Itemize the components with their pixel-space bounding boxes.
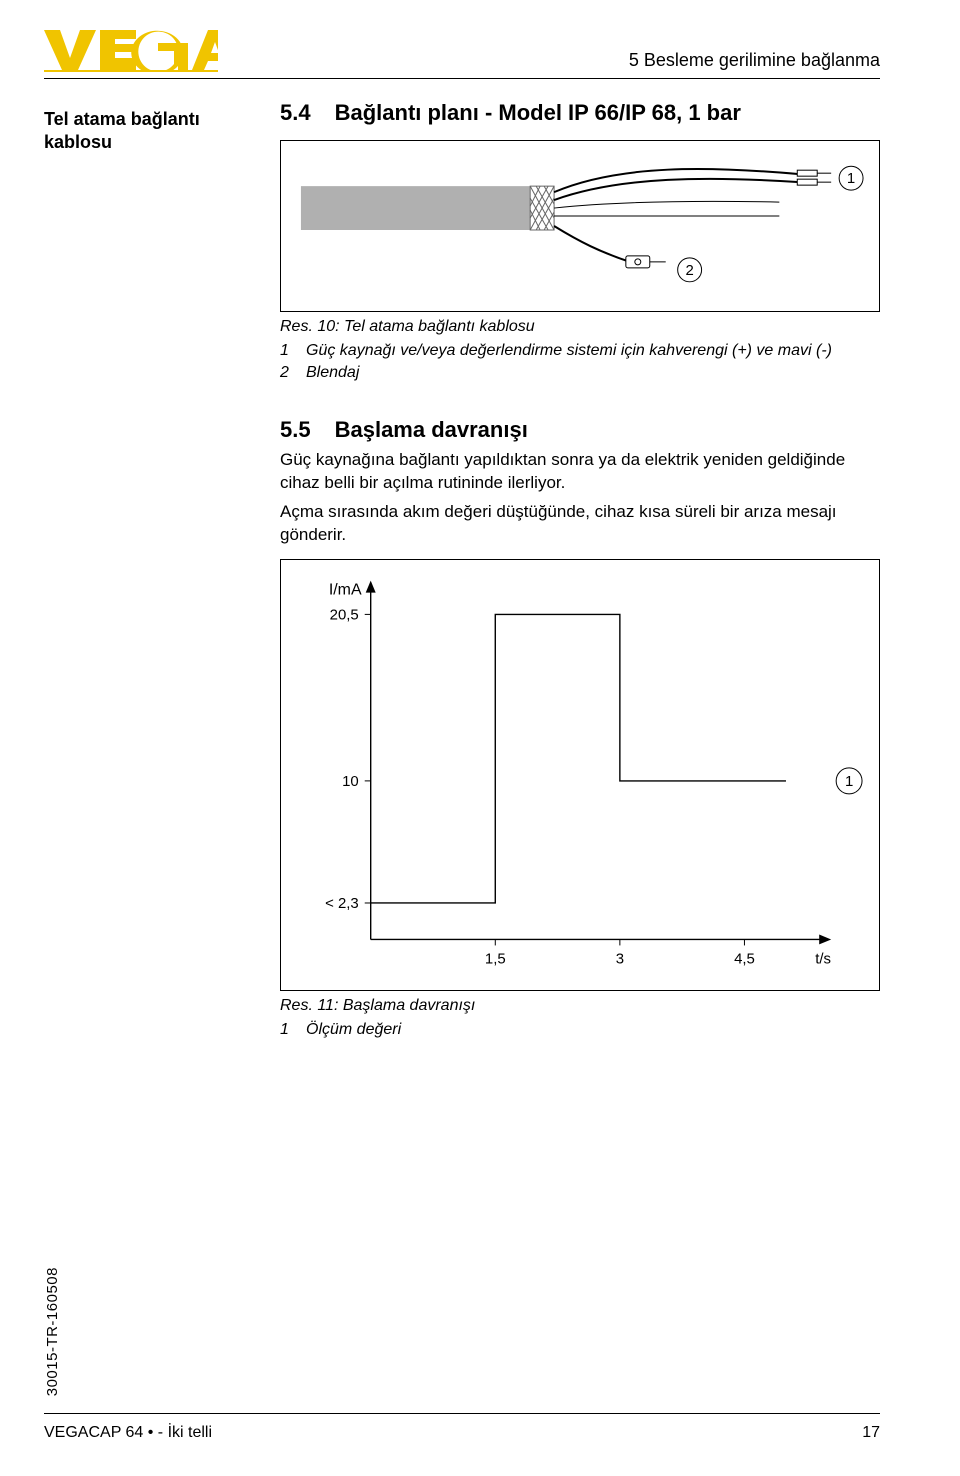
- section-5-5-para2: Açma sırasında akım değeri düştüğünde, c…: [280, 501, 880, 547]
- section-5-5-title: 5.5 Başlama davranışı: [280, 417, 880, 443]
- svg-text:I/mA: I/mA: [329, 582, 362, 599]
- svg-text:1,5: 1,5: [485, 950, 506, 967]
- svg-text:< 2,3: < 2,3: [325, 895, 359, 912]
- svg-text:3: 3: [616, 950, 624, 967]
- section-5-4-title: 5.4 Bağlantı planı - Model IP 66/IP 68, 1…: [280, 100, 880, 126]
- section-5-5-num: 5.5: [280, 417, 311, 443]
- document-code: 30015-TR-160508: [44, 1267, 61, 1396]
- figure-11-legend: 1Ölçüm değeri: [280, 1019, 880, 1041]
- section-5-5-para1: Güç kaynağına bağlantı yapıldıktan sonra…: [280, 449, 880, 495]
- callout-2: 2: [685, 262, 693, 279]
- margin-label: Tel atama bağlantı kablosu: [44, 108, 264, 155]
- svg-text:10: 10: [342, 773, 359, 790]
- svg-text:1: 1: [845, 773, 853, 790]
- figure-10-caption: Res. 10: Tel atama bağlantı kablosu: [280, 318, 880, 336]
- callout-1: 1: [847, 170, 855, 187]
- footer-rule: [44, 1413, 880, 1414]
- figure-10-legend: 1Güç kaynağı ve/veya değerlendirme siste…: [280, 340, 880, 383]
- header-chapter-title: 5 Besleme gerilimine bağlanma: [629, 50, 880, 71]
- svg-text:4,5: 4,5: [734, 950, 755, 967]
- brand-logo: [44, 28, 218, 77]
- svg-text:20,5: 20,5: [330, 606, 359, 623]
- figure-10-cable: 1 2: [280, 140, 880, 312]
- section-5-5-text: Başlama davranışı: [335, 417, 528, 442]
- footer-product: VEGACAP 64 • - İki telli: [44, 1424, 212, 1442]
- section-5-4-num: 5.4: [280, 100, 311, 126]
- svg-text:t/s: t/s: [815, 950, 831, 967]
- header-rule: [44, 78, 880, 79]
- section-5-4-text: Bağlantı planı - Model IP 66/IP 68, 1 ba…: [335, 100, 741, 125]
- figure-11-chart: I/mA 20,5 10 < 2,3 1,5 3 4,5 t/s 1: [280, 559, 880, 991]
- page-number: 17: [862, 1424, 880, 1442]
- figure-11-caption: Res. 11: Başlama davranışı: [280, 997, 880, 1015]
